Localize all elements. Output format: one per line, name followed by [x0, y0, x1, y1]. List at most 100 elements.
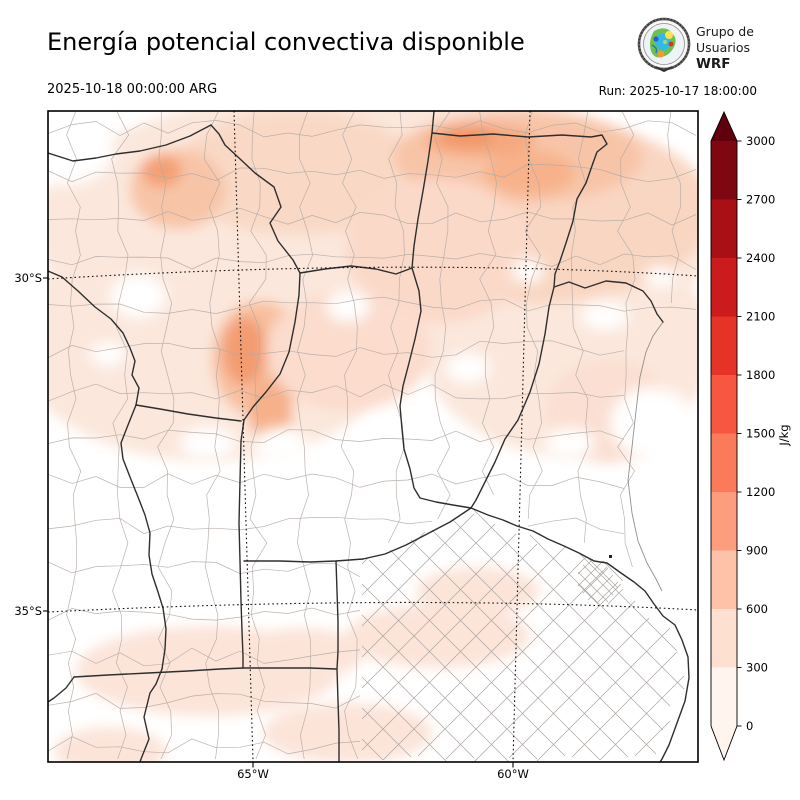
colorbar-units-label: J/kg: [777, 424, 791, 446]
buenos-aires-department-grid: [361, 509, 685, 762]
colorbar-arrow-top: [711, 112, 737, 141]
boundary-line: [536, 627, 671, 762]
province-boundary: [73, 667, 337, 678]
boundary-line: [296, 111, 314, 760]
boundary-line: [48, 340, 625, 359]
boundary-line: [48, 383, 625, 402]
boundary-line: [433, 111, 451, 520]
province-boundary: [238, 272, 301, 669]
colorbar-segment: [711, 433, 737, 492]
boundary-line: [361, 583, 538, 760]
boundary-line: [508, 617, 650, 759]
boundary-line: [48, 429, 625, 444]
colorbar-segment: [711, 199, 737, 258]
boundary-line: [368, 559, 566, 757]
logo-text-line1: Grupo de: [696, 24, 754, 39]
boundary-line: [602, 560, 624, 582]
province-boundary: [139, 668, 163, 762]
boundary-line: [48, 207, 697, 226]
province-boundary: [335, 560, 340, 762]
boundary-line: [203, 111, 221, 760]
colorbar-segments: [710, 110, 738, 762]
run-time: Run: 2025-10-17 18:00:00: [598, 84, 757, 98]
colorbar: 3000 2700 2400 2100 1800 1500 1200 900 6…: [710, 110, 791, 762]
wrf-users-group-logo: Grupo de Usuarios WRF: [637, 17, 754, 73]
meridian-65w: [233, 111, 254, 762]
colorbar-tick: 2100: [746, 310, 775, 324]
boundary-line: [340, 111, 359, 760]
colorbar-tick: 900: [746, 544, 768, 558]
colorbar-tick: 1200: [746, 485, 775, 499]
cape-shading-gaps: [48, 113, 698, 571]
boundary-line: [597, 581, 619, 603]
boundary-line: [582, 567, 609, 594]
boundary-line: [578, 552, 678, 652]
boundary-line: [524, 111, 543, 520]
colorbar-tick: 2400: [746, 251, 775, 265]
colorbar-tick: 300: [746, 661, 768, 675]
boundary-line: [479, 111, 497, 496]
boundary-line: [577, 583, 599, 605]
boundary-line: [361, 523, 496, 658]
logo-emblem: Grupo de Usuarios WRF: [637, 17, 754, 73]
boundary-line: [445, 583, 622, 760]
province-boundary: [243, 558, 364, 563]
boundary-line: [617, 111, 636, 568]
colorbar-segment: [711, 492, 737, 551]
province-boundary: [299, 265, 413, 275]
boundary-line: [417, 566, 608, 757]
boundary-line: [361, 531, 426, 596]
province-boundary: [48, 270, 140, 406]
province-boundary: [210, 124, 301, 274]
boundary-line: [387, 111, 405, 544]
province-boundary: [48, 676, 75, 703]
boundary-line: [577, 558, 594, 575]
lat-label-35s: 35°S: [14, 604, 42, 618]
boundary-line: [473, 509, 671, 707]
lon-label-60w: 60°W: [497, 767, 529, 781]
boundary-line: [582, 564, 614, 596]
boundary-line: [361, 707, 412, 758]
colorbar-segment: [711, 316, 737, 375]
meridian-60w: [512, 111, 531, 762]
boundary-line: [48, 164, 697, 183]
boundary-line: [66, 111, 82, 760]
boundary-line: [599, 675, 685, 761]
colorbar-tick: 600: [746, 602, 768, 616]
province-boundary: [470, 507, 690, 762]
boundary-line: [607, 588, 624, 605]
graticule: [48, 111, 698, 762]
boundary-line: [667, 111, 681, 304]
province-boundary: [470, 286, 555, 509]
boundary-line: [48, 607, 361, 621]
lat-label-30s: 30°S: [14, 271, 42, 285]
boundary-line: [111, 111, 130, 760]
colorbar-tick: 1500: [746, 427, 775, 441]
colorbar-tick: 3000: [746, 134, 775, 148]
map-canvas: [43, 110, 699, 768]
colorbar-tick: 1800: [746, 368, 775, 382]
boundary-line: [48, 253, 697, 270]
colorbar-segment: [711, 550, 737, 609]
boundary-line: [634, 720, 671, 757]
colorbar-tick-labels: 3000 2700 2400 2100 1800 1500 1200 900 6…: [746, 134, 775, 733]
colorbar-tick: 0: [746, 719, 753, 733]
colorbar-arrow-bottom: [711, 726, 737, 760]
boundary-line: [410, 539, 629, 758]
boundary-line: [571, 651, 678, 758]
boundary-line: [48, 736, 361, 755]
boundary-line: [389, 549, 601, 761]
province-boundary: [48, 124, 212, 162]
boundary-line: [248, 111, 268, 760]
boundary-line: [48, 647, 361, 667]
boundary-line: [361, 513, 475, 627]
logo-weather-blobs: [650, 28, 676, 73]
boundary-line: [48, 516, 625, 535]
page-title: Energía potencial convectiva disponible: [47, 28, 525, 56]
boundary-line: [361, 546, 566, 751]
boundary-line: [473, 600, 636, 762]
colorbar-segment: [711, 609, 737, 668]
boundary-line: [431, 529, 657, 755]
boundary-line: [361, 614, 510, 762]
